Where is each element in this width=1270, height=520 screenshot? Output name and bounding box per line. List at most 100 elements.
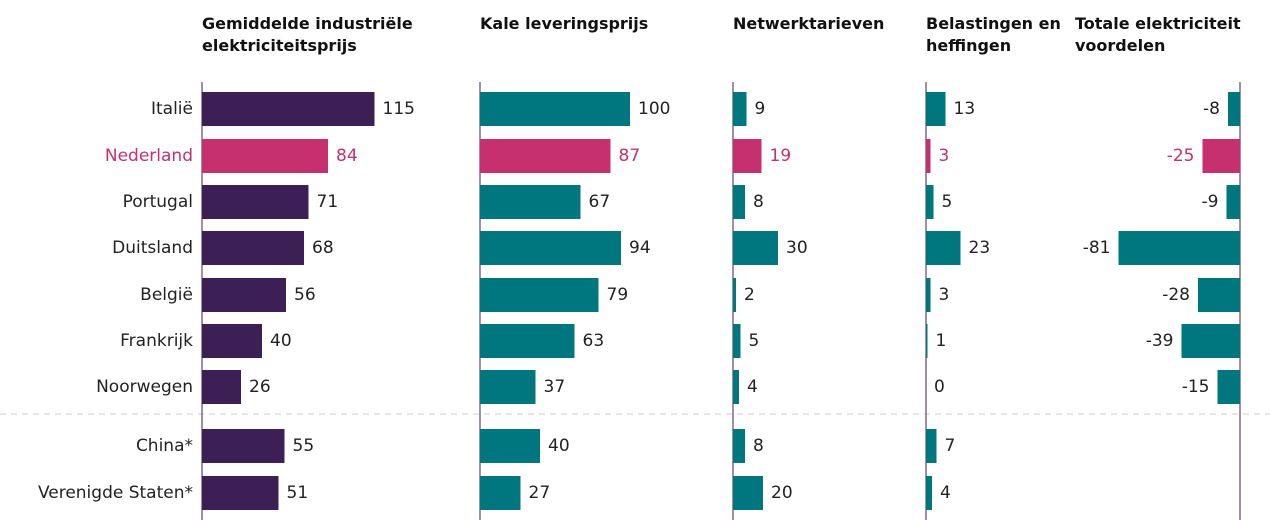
bar [480,476,521,510]
bar [926,429,937,463]
bar [1228,92,1240,126]
bar [926,324,928,358]
value-label: 4 [747,377,758,397]
category-label: Duitsland [112,238,193,258]
bar [926,231,961,265]
category-label: Verenigde Staten* [38,483,193,503]
bar [733,370,739,404]
value-label: 79 [607,285,629,305]
bar [202,139,328,173]
value-label: 55 [293,436,315,456]
panel-title: Gemiddelde industriële elektriciteitspri… [202,14,413,55]
value-label: 26 [249,377,271,397]
panel-title: Netwerktarieven [733,14,885,33]
bar [480,324,575,358]
bar [926,92,946,126]
value-label: 27 [529,483,551,503]
value-label: 4 [940,483,951,503]
value-label: 68 [312,238,334,258]
bar [926,476,932,510]
value-label: 51 [287,483,309,503]
panel-title: Belastingen en heffingen [926,14,1061,55]
value-label: -81 [1083,238,1111,258]
bar [480,370,536,404]
value-label: 0 [934,377,945,397]
bar [1217,370,1240,404]
value-label: 3 [939,146,950,166]
value-label: 63 [583,331,605,351]
value-label: 84 [336,146,358,166]
value-label: 87 [619,146,641,166]
bar [926,185,934,219]
panel-title: Kale leveringsprijs [480,14,649,33]
value-label: 67 [589,192,611,212]
value-label: 5 [942,192,953,212]
category-label: Nederland [105,146,193,166]
value-label: 2 [744,285,755,305]
value-label: 8 [753,436,764,456]
bar [202,278,286,312]
value-label: -25 [1167,146,1195,166]
bar [733,278,736,312]
category-label: Noorwegen [96,377,193,397]
bar [733,429,745,463]
value-label: 94 [629,238,651,258]
value-label: -39 [1146,331,1174,351]
value-label: -15 [1182,377,1210,397]
value-label: 20 [771,483,793,503]
bar [480,185,581,219]
bar [733,324,741,358]
bar [1118,231,1240,265]
bar [926,278,931,312]
bar [733,92,747,126]
bar [480,92,630,126]
bar [733,476,763,510]
value-label: 23 [969,238,991,258]
value-label: 1 [936,331,947,351]
value-label: 8 [753,192,764,212]
value-label: 7 [945,436,956,456]
panel-title: Totale elektriciteit voordelen [1075,14,1241,55]
bar [480,139,611,173]
value-label: 30 [786,238,808,258]
bar [202,185,309,219]
bar [480,231,621,265]
bar [1226,185,1240,219]
bar [733,139,762,173]
bar [480,278,599,312]
bar [480,429,540,463]
category-label: China* [136,436,193,456]
bar [202,324,262,358]
bar [1198,278,1240,312]
category-label: België [140,285,193,305]
category-label: Portugal [123,192,193,212]
bar [202,92,375,126]
bar [202,370,241,404]
category-label: Italië [151,99,193,119]
value-label: 115 [383,99,415,119]
bar [926,139,931,173]
bar [202,231,304,265]
value-label: 71 [317,192,339,212]
value-label: 3 [939,285,950,305]
bar [1181,324,1240,358]
value-label: 5 [749,331,760,351]
value-label: 37 [544,377,566,397]
value-label: 9 [755,99,766,119]
value-label: 40 [548,436,570,456]
value-label: 13 [954,99,976,119]
value-label: 40 [270,331,292,351]
bar [202,476,279,510]
value-label: 100 [638,99,670,119]
value-label: -28 [1162,285,1190,305]
value-label: 56 [294,285,316,305]
bar [1202,139,1240,173]
bar [733,231,778,265]
bar [733,185,745,219]
category-label: Frankrijk [120,331,193,351]
value-label: -8 [1203,99,1220,119]
bar [202,429,285,463]
value-label: -9 [1202,192,1219,212]
